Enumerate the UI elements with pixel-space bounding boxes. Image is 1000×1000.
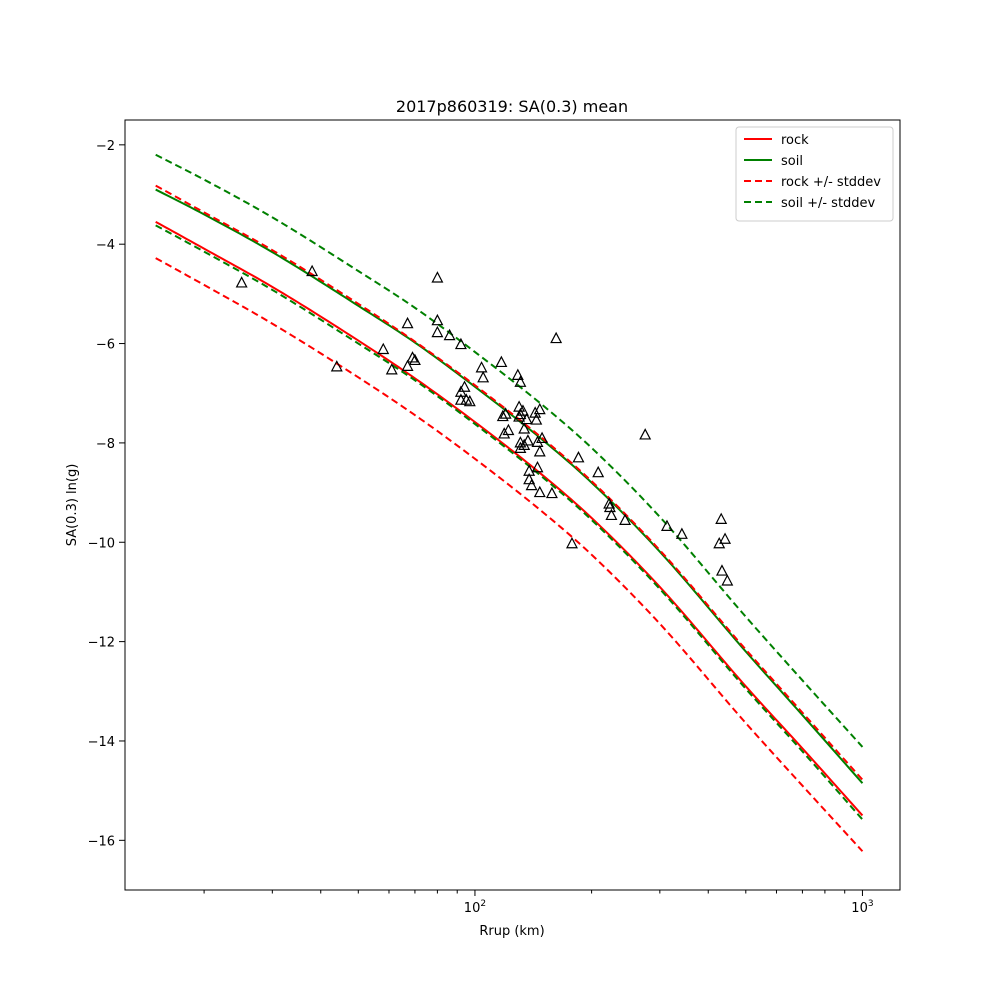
chart-title: 2017p860319: SA(0.3) mean [396, 97, 628, 116]
observation-point [401, 359, 414, 371]
observation-point [675, 527, 688, 539]
observation-point [401, 316, 414, 329]
series-line-3 [155, 184, 864, 781]
observation-point [385, 363, 398, 375]
observation-point [520, 412, 533, 425]
observation-point [458, 380, 471, 392]
series-line-5 [155, 153, 864, 748]
observation-point [431, 325, 444, 338]
observation-point [715, 564, 728, 576]
observation-point [443, 328, 456, 341]
observation-point [431, 313, 444, 326]
observation-point [545, 486, 558, 499]
observation-point [533, 445, 546, 457]
observation-point [536, 431, 549, 444]
y-tick-label: −14 [88, 735, 115, 750]
y-tick-label: −16 [88, 834, 115, 849]
observation-point [502, 423, 515, 436]
observation-point [514, 441, 527, 453]
observation-point [565, 536, 578, 549]
observation-point [572, 451, 585, 463]
observation-point [516, 404, 529, 416]
x-tick-exponent: 3 [868, 899, 874, 909]
x-axis-label: Rrup (km) [479, 924, 544, 939]
legend-label: soil +/- stddev [781, 196, 876, 211]
curves-layer [155, 153, 864, 852]
x-axis: 102 103 [203, 890, 874, 916]
y-tick-label: −6 [96, 338, 115, 353]
x-tick-base: 10 [464, 901, 481, 916]
observation-point [460, 393, 473, 405]
observation-point [721, 574, 734, 586]
observation-point [715, 512, 728, 525]
observation-point [431, 271, 444, 283]
legend-label: soil [781, 154, 803, 169]
legend: rock soil rock +/- stddev soil +/- stddev [735, 126, 894, 222]
observation-point [377, 342, 390, 355]
observation-point [533, 485, 546, 498]
y-tick-label: −8 [96, 437, 115, 452]
observation-point [306, 264, 319, 277]
observation-point [521, 434, 534, 446]
series-line-6 [155, 224, 864, 821]
observation-point [330, 360, 343, 372]
observation-point [592, 465, 605, 478]
y-tick-label: −12 [88, 636, 115, 651]
x-tick-label: 103 [851, 899, 873, 916]
observation-point [530, 413, 543, 425]
observation-point [619, 513, 632, 526]
series-line-4 [155, 257, 864, 852]
y-tick-label: −10 [88, 536, 115, 551]
observation-point [514, 375, 527, 387]
observation-point [603, 500, 616, 513]
observation-point [719, 532, 732, 544]
observation-point [660, 519, 673, 531]
observation-point [550, 331, 563, 344]
observation-point [498, 427, 511, 439]
observation-point [605, 508, 618, 521]
legend-box [735, 126, 894, 222]
observation-point [496, 409, 509, 422]
observation-point [603, 497, 616, 509]
observation-point [499, 407, 512, 419]
series-line-2 [155, 188, 864, 784]
legend-label: rock [781, 133, 809, 148]
y-tick-label: −2 [96, 139, 115, 154]
y-tick-label: −4 [96, 238, 115, 253]
observation-point [475, 361, 488, 373]
observation-point [463, 394, 476, 407]
x-tick-exponent: 2 [480, 899, 486, 909]
observation-point [454, 337, 467, 350]
y-axis: −2 −4 −6 −8 −10 −12 −14 −16 [88, 139, 125, 849]
observation-point [533, 402, 546, 415]
plot-frame [124, 119, 901, 891]
observation-point [235, 276, 248, 288]
observation-point [514, 407, 527, 420]
observation-point [511, 368, 524, 380]
observation-point [531, 460, 544, 473]
observation-point [525, 478, 538, 491]
observation-point [531, 435, 544, 448]
observation-point [408, 353, 421, 366]
observation-point [639, 428, 652, 440]
observation-point [477, 371, 490, 383]
observation-point [406, 351, 419, 363]
series-line-1 [155, 220, 864, 817]
y-axis-label: SA(0.3) ln(g) [65, 464, 80, 547]
observations-layer [235, 264, 734, 586]
x-tick-label: 102 [464, 899, 486, 916]
observation-point [495, 355, 508, 368]
observation-point [518, 422, 531, 434]
x-tick-base: 10 [851, 901, 868, 916]
legend-label: rock +/- stddev [781, 175, 881, 190]
